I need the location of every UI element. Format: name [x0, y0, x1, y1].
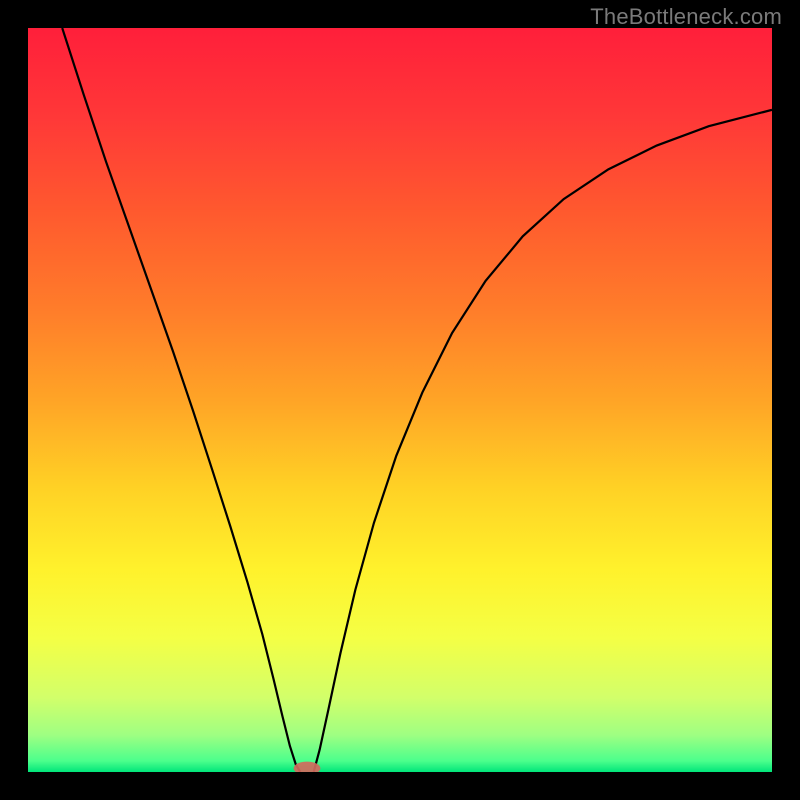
- plot-area: [26, 26, 774, 774]
- minimum-marker: [28, 28, 772, 772]
- canvas-frame: TheBottleneck.com: [0, 0, 800, 800]
- watermark-text: TheBottleneck.com: [590, 4, 782, 30]
